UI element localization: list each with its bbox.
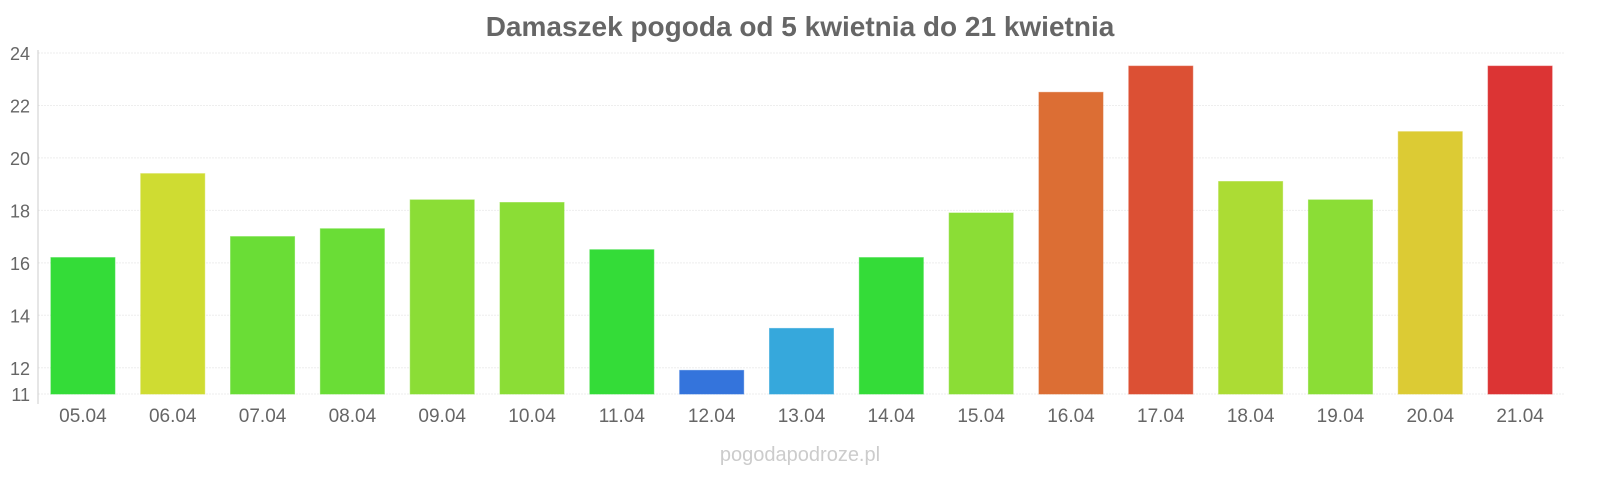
bar-13.04[interactable] <box>769 327 834 395</box>
y-tick-label: 22 <box>10 96 30 116</box>
bar-17.04[interactable] <box>1128 65 1194 395</box>
bar-08.04[interactable] <box>319 228 385 395</box>
chart-title: Damaszek pogoda od 5 kwietnia do 21 kwie… <box>486 11 1115 42</box>
x-tick-label: 17.04 <box>1137 406 1185 427</box>
x-tick-label: 12.04 <box>688 406 736 427</box>
x-tick-label: 06.04 <box>149 406 197 427</box>
bar-10.04[interactable] <box>499 202 565 395</box>
x-tick-label: 10.04 <box>508 406 556 427</box>
x-tick-label: 21.04 <box>1496 406 1544 427</box>
bar-12.04[interactable] <box>679 369 745 395</box>
x-tick-label: 18.04 <box>1227 406 1275 427</box>
x-tick-label: 11.04 <box>599 406 646 427</box>
x-tick-label: 07.04 <box>239 406 287 427</box>
bar-19.04[interactable] <box>1307 199 1373 395</box>
x-tick-label: 14.04 <box>868 406 916 427</box>
bar-21.04[interactable] <box>1487 65 1553 395</box>
bar-11.04[interactable] <box>589 249 655 395</box>
bars <box>50 65 1553 395</box>
y-tick-label: 11 <box>11 385 30 405</box>
y-tick-label: 18 <box>10 201 30 221</box>
bar-20.04[interactable] <box>1397 131 1463 395</box>
bar-09.04[interactable] <box>409 199 475 395</box>
x-tick-label: 05.04 <box>59 406 107 427</box>
x-tick-label: 15.04 <box>957 406 1005 427</box>
bar-14.04[interactable] <box>858 257 924 395</box>
x-tick-label: 20.04 <box>1406 406 1454 427</box>
bar-15.04[interactable] <box>948 212 1014 395</box>
x-tick-label: 09.04 <box>418 406 466 427</box>
y-tick-label: 20 <box>10 149 30 169</box>
bar-07.04[interactable] <box>230 236 296 395</box>
watermark: pogodapodroze.pl <box>720 444 880 466</box>
bar-06.04[interactable] <box>140 173 206 395</box>
bar-18.04[interactable] <box>1218 181 1284 395</box>
y-tick-label: 16 <box>10 254 30 274</box>
y-tick-label: 12 <box>10 359 30 379</box>
x-tick-label: 08.04 <box>329 406 377 427</box>
x-tick-label: 19.04 <box>1317 406 1365 427</box>
bar-16.04[interactable] <box>1038 91 1104 395</box>
y-tick-label: 14 <box>10 306 30 326</box>
y-tick-label: 24 <box>10 44 30 64</box>
y-axis-ticks: 11 12 14 16 18 20 22 24 <box>10 44 30 405</box>
x-tick-label: 13.04 <box>778 406 826 427</box>
x-tick-label: 16.04 <box>1047 406 1095 427</box>
x-axis-ticks: 05.04 06.04 07.04 08.04 09.04 10.04 11.04 12.04… <box>59 406 1544 427</box>
bar-05.04[interactable] <box>50 257 116 395</box>
